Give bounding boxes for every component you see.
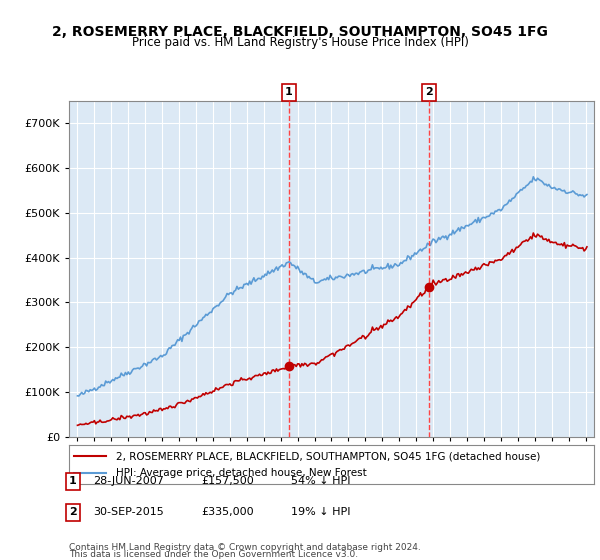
Text: £335,000: £335,000 (201, 507, 254, 517)
Text: 30-SEP-2015: 30-SEP-2015 (93, 507, 164, 517)
Text: Price paid vs. HM Land Registry's House Price Index (HPI): Price paid vs. HM Land Registry's House … (131, 36, 469, 49)
Text: 2, ROSEMERRY PLACE, BLACKFIELD, SOUTHAMPTON, SO45 1FG (detached house): 2, ROSEMERRY PLACE, BLACKFIELD, SOUTHAMP… (116, 451, 541, 461)
Text: 2: 2 (425, 87, 433, 97)
Text: £157,500: £157,500 (201, 477, 254, 487)
Text: 28-JUN-2007: 28-JUN-2007 (93, 477, 164, 487)
Text: This data is licensed under the Open Government Licence v3.0.: This data is licensed under the Open Gov… (69, 550, 358, 559)
Text: Contains HM Land Registry data © Crown copyright and database right 2024.: Contains HM Land Registry data © Crown c… (69, 543, 421, 552)
Text: 1: 1 (285, 87, 293, 97)
Text: 2: 2 (69, 507, 77, 517)
Text: 1: 1 (69, 477, 77, 487)
Text: 2, ROSEMERRY PLACE, BLACKFIELD, SOUTHAMPTON, SO45 1FG: 2, ROSEMERRY PLACE, BLACKFIELD, SOUTHAMP… (52, 25, 548, 39)
Text: 54% ↓ HPI: 54% ↓ HPI (291, 477, 350, 487)
Text: HPI: Average price, detached house, New Forest: HPI: Average price, detached house, New … (116, 468, 367, 478)
Text: 19% ↓ HPI: 19% ↓ HPI (291, 507, 350, 517)
